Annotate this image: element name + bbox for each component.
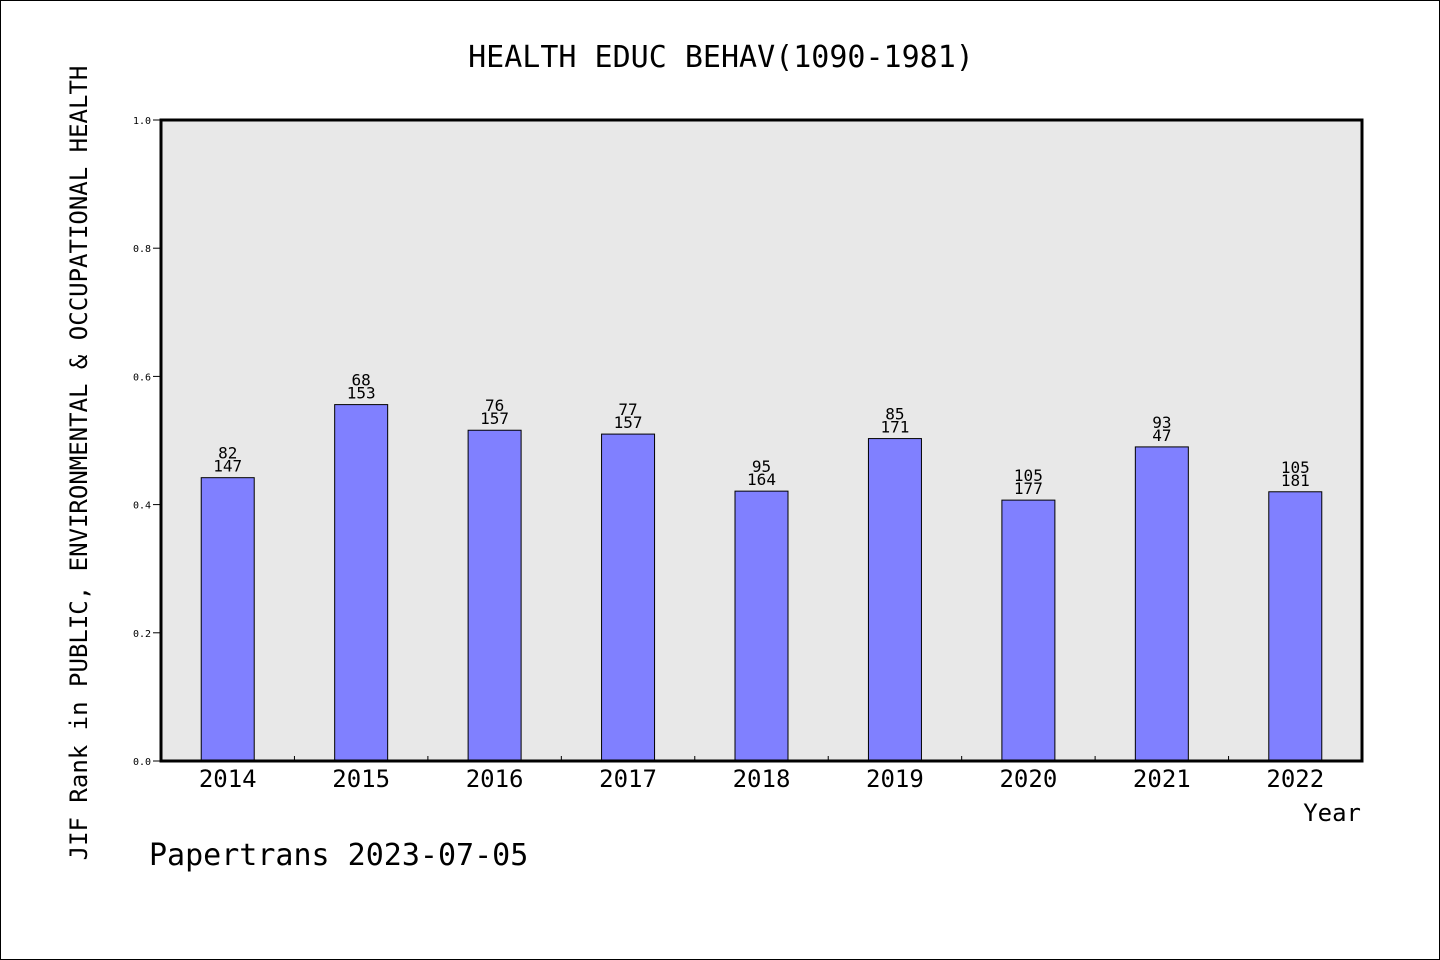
x-tick-label-2020: 2020 — [999, 765, 1057, 793]
x-tick-label-2018: 2018 — [733, 765, 791, 793]
bar-2014 — [200, 477, 255, 762]
y-tick-label-2: 0.4 — [133, 501, 151, 512]
bar-total-label-2022: 181 — [1281, 471, 1310, 490]
x-tick-label-2022: 2022 — [1266, 765, 1324, 793]
x-tick-label-2017: 2017 — [599, 765, 657, 793]
plot-frame — [159, 118, 1364, 763]
bar-total-label-2014: 147 — [213, 457, 242, 476]
y-tick-label-4: 0.8 — [133, 244, 151, 255]
y-axis-label: JIF Rank in PUBLIC, ENVIRONMENTAL & OCCU… — [65, 66, 93, 861]
bar-total-label-2019: 171 — [880, 418, 909, 437]
x-tick-label-2019: 2019 — [866, 765, 924, 793]
bar-total-label-2016: 157 — [480, 409, 509, 428]
x-tick-label-2016: 2016 — [466, 765, 524, 793]
bar-rank-label-2019: 85 — [885, 405, 904, 424]
chart-title: HEALTH EDUC BEHAV(1090-1981) — [468, 40, 974, 75]
bar-2016 — [467, 429, 522, 762]
x-tick-label-2014: 2014 — [199, 765, 257, 793]
bar-total-label-2015: 153 — [347, 384, 376, 403]
bar-rank-label-2014: 82 — [218, 444, 237, 463]
bar-total-label-2017: 157 — [614, 413, 643, 432]
y-tick-label-5: 1.0 — [133, 116, 151, 127]
y-tick-label-0: 0.0 — [133, 757, 151, 768]
bar-rank-label-2020: 105 — [1014, 466, 1043, 485]
y-tick-label-1: 0.2 — [133, 629, 151, 640]
y-tick-label-3: 0.6 — [133, 372, 151, 383]
x-tick-label-2021: 2021 — [1133, 765, 1191, 793]
x-axis-label: Year — [1303, 799, 1361, 827]
bar-total-label-2020: 177 — [1014, 479, 1043, 498]
bar-2022 — [1268, 491, 1323, 762]
bar-rank-label-2017: 77 — [618, 400, 637, 419]
x-tick-label-2015: 2015 — [332, 765, 390, 793]
y-axis: 0.0 0.2 0.4 0.6 0.8 1.0 — [133, 116, 161, 768]
bar-total-label-2021: 47 — [1152, 426, 1171, 445]
bar-total-label-2018: 164 — [747, 470, 776, 489]
bar-rank-label-2016: 76 — [485, 396, 504, 415]
bar-2020 — [1001, 499, 1056, 762]
x-axis: 2014 2015 2016 2017 2018 2019 2020 2021 2022 — [199, 756, 1324, 793]
bar-rank-label-2022: 105 — [1281, 458, 1310, 477]
bar-2015 — [334, 404, 389, 762]
bar-2021 — [1134, 446, 1189, 762]
bar-2019 — [867, 438, 922, 762]
bar-2018 — [734, 490, 789, 762]
bar-rank-label-2021: 93 — [1152, 413, 1171, 432]
bar-rank-label-2015: 68 — [352, 371, 371, 390]
footer-credit: Papertrans 2023-07-05 — [149, 838, 528, 873]
bars-group — [200, 404, 1323, 762]
bar-rank-label-2018: 95 — [752, 457, 771, 476]
bar-2017 — [601, 433, 656, 762]
